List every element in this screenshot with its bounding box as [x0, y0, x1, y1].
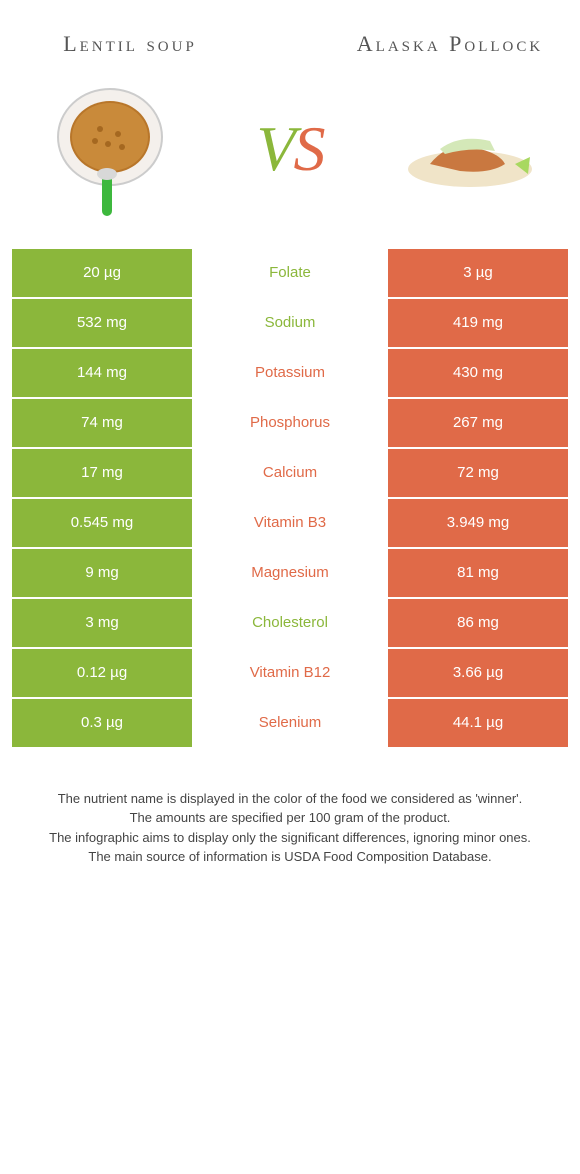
- left-value: 17 mg: [12, 449, 192, 497]
- left-value: 144 mg: [12, 349, 192, 397]
- right-food-title: Alaska Pollock: [350, 30, 550, 59]
- table-row: 9 mgMagnesium81 mg: [12, 549, 568, 597]
- right-value: 419 mg: [388, 299, 568, 347]
- right-value: 3 µg: [388, 249, 568, 297]
- right-value: 430 mg: [388, 349, 568, 397]
- table-row: 20 µgFolate3 µg: [12, 249, 568, 297]
- nutrient-table: 20 µgFolate3 µg532 mgSodium419 mg144 mgP…: [0, 249, 580, 747]
- header: Lentil soup Alaska Pollock: [0, 0, 580, 69]
- right-value: 86 mg: [388, 599, 568, 647]
- table-row: 0.545 mgVitamin B33.949 mg: [12, 499, 568, 547]
- nutrient-name: Phosphorus: [192, 399, 388, 447]
- footer-line-4: The main source of information is USDA F…: [30, 847, 550, 867]
- table-row: 532 mgSodium419 mg: [12, 299, 568, 347]
- left-value: 0.545 mg: [12, 499, 192, 547]
- nutrient-name: Sodium: [192, 299, 388, 347]
- right-value: 72 mg: [388, 449, 568, 497]
- table-row: 3 mgCholesterol86 mg: [12, 599, 568, 647]
- nutrient-name: Vitamin B12: [192, 649, 388, 697]
- right-food-image: [400, 79, 540, 219]
- table-row: 74 mgPhosphorus267 mg: [12, 399, 568, 447]
- right-value: 267 mg: [388, 399, 568, 447]
- left-value: 0.3 µg: [12, 699, 192, 747]
- right-value: 3.949 mg: [388, 499, 568, 547]
- table-row: 17 mgCalcium72 mg: [12, 449, 568, 497]
- right-value: 81 mg: [388, 549, 568, 597]
- footer-notes: The nutrient name is displayed in the co…: [0, 749, 580, 867]
- right-value: 3.66 µg: [388, 649, 568, 697]
- left-value: 9 mg: [12, 549, 192, 597]
- footer-line-3: The infographic aims to display only the…: [30, 828, 550, 848]
- footer-line-1: The nutrient name is displayed in the co…: [30, 789, 550, 809]
- right-value: 44.1 µg: [388, 699, 568, 747]
- nutrient-name: Folate: [192, 249, 388, 297]
- table-row: 0.12 µgVitamin B123.66 µg: [12, 649, 568, 697]
- nutrient-name: Selenium: [192, 699, 388, 747]
- left-value: 532 mg: [12, 299, 192, 347]
- left-value: 3 mg: [12, 599, 192, 647]
- vs-s: S: [294, 113, 324, 184]
- images-row: VS: [0, 69, 580, 249]
- left-food-title: Lentil soup: [30, 30, 230, 59]
- nutrient-name: Vitamin B3: [192, 499, 388, 547]
- nutrient-name: Magnesium: [192, 549, 388, 597]
- left-value: 74 mg: [12, 399, 192, 447]
- table-row: 144 mgPotassium430 mg: [12, 349, 568, 397]
- table-row: 0.3 µgSelenium44.1 µg: [12, 699, 568, 747]
- footer-line-2: The amounts are specified per 100 gram o…: [30, 808, 550, 828]
- nutrient-name: Calcium: [192, 449, 388, 497]
- left-value: 20 µg: [12, 249, 192, 297]
- nutrient-name: Potassium: [192, 349, 388, 397]
- left-food-image: [40, 79, 180, 219]
- left-value: 0.12 µg: [12, 649, 192, 697]
- vs-v: V: [256, 113, 293, 184]
- vs-label: VS: [256, 112, 323, 186]
- nutrient-name: Cholesterol: [192, 599, 388, 647]
